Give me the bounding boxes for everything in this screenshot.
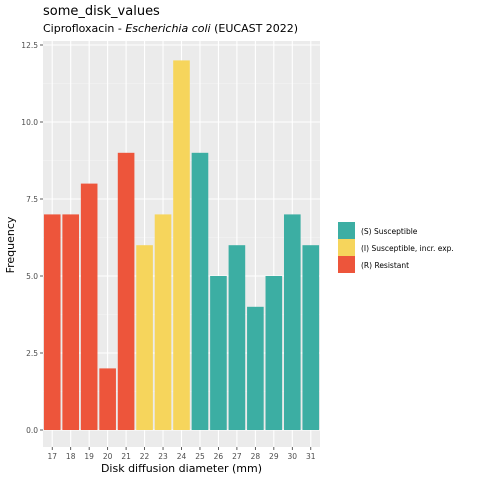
bar-17 <box>43 214 61 430</box>
bar-21 <box>117 152 135 431</box>
bar-28 <box>247 306 264 430</box>
y-tick-label: 0.0 <box>26 426 38 435</box>
chart-title: some_disk_values <box>43 4 160 19</box>
bar-22 <box>136 245 153 430</box>
bar-29 <box>265 276 283 430</box>
legend-label-R: (R) Resistant <box>361 261 409 270</box>
x-tick-label: 29 <box>269 452 279 461</box>
bar-23 <box>154 214 172 430</box>
x-axis-label: Disk diffusion diameter (mm) <box>101 462 262 475</box>
y-tick-label: 2.5 <box>26 349 38 358</box>
x-tick-label: 24 <box>177 452 187 461</box>
bar-30 <box>283 214 301 430</box>
x-tick-label: 27 <box>232 452 242 461</box>
x-tick-label: 23 <box>158 452 168 461</box>
bar-24 <box>173 60 190 431</box>
legend-label-S: (S) Susceptible <box>361 227 418 236</box>
bar-27 <box>228 245 246 430</box>
subtitle-organism: Escherichia coli <box>125 22 210 35</box>
x-tick-label: 18 <box>66 452 76 461</box>
x-tick-label: 22 <box>140 452 150 461</box>
bar-26 <box>210 276 227 430</box>
legend-key-R <box>338 256 355 273</box>
x-tick-label: 21 <box>121 452 131 461</box>
bar-18 <box>62 214 80 430</box>
subtitle-guideline: (EUCAST 2022) <box>211 22 298 35</box>
legend-key-I <box>338 239 355 256</box>
y-tick-label: 12.5 <box>21 41 38 50</box>
x-tick-label: 26 <box>214 452 224 461</box>
chart-subtitle: Ciprofloxacin - Escherichia coli (EUCAST… <box>43 22 298 35</box>
y-tick-label: 5.0 <box>26 272 38 281</box>
legend: (S) Susceptible (I) Susceptible, incr. ex… <box>338 222 454 273</box>
x-tick-label: 31 <box>306 452 316 461</box>
x-axis: 17 18 19 20 21 22 23 24 25 26 27 28 29 30 31 <box>47 447 316 461</box>
bar-20 <box>99 368 116 430</box>
x-tick-label: 20 <box>103 452 113 461</box>
bars <box>43 60 320 431</box>
x-tick-label: 17 <box>47 452 57 461</box>
x-tick-label: 19 <box>84 452 94 461</box>
legend-key-S <box>338 222 355 239</box>
y-axis: 0.0 2.5 5.0 7.5 10.0 12.5 <box>21 41 43 435</box>
y-axis-label: Frequency <box>4 216 17 273</box>
x-tick-label: 25 <box>195 452 205 461</box>
bar-25 <box>191 152 209 431</box>
x-tick-label: 30 <box>288 452 298 461</box>
y-tick-label: 7.5 <box>26 195 38 204</box>
x-tick-label: 28 <box>251 452 261 461</box>
legend-label-I: (I) Susceptible, incr. exp. <box>361 244 454 253</box>
bar-19 <box>80 183 98 430</box>
y-tick-label: 10.0 <box>21 118 38 127</box>
bar-31 <box>302 245 320 430</box>
subtitle-part: Ciprofloxacin - <box>43 22 125 35</box>
